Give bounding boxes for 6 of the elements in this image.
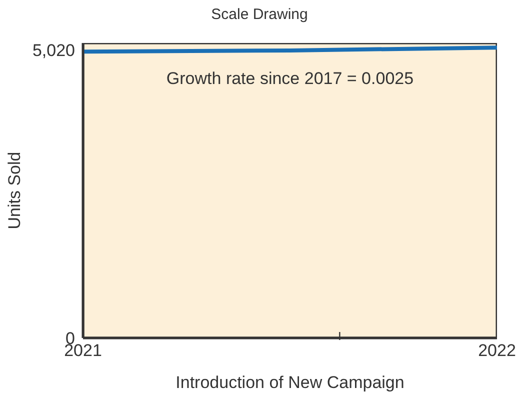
y-tick-label: 5,020 [32,40,75,60]
x-axis-title: Introduction of New Campaign [176,373,404,392]
chart-title: Scale Drawing [210,6,309,23]
annotation: Growth rate since 2017 = 0.0025 [165,69,415,89]
y-axis-title: Units Sold [5,152,24,230]
x-tick-label: 2022 [478,341,516,360]
